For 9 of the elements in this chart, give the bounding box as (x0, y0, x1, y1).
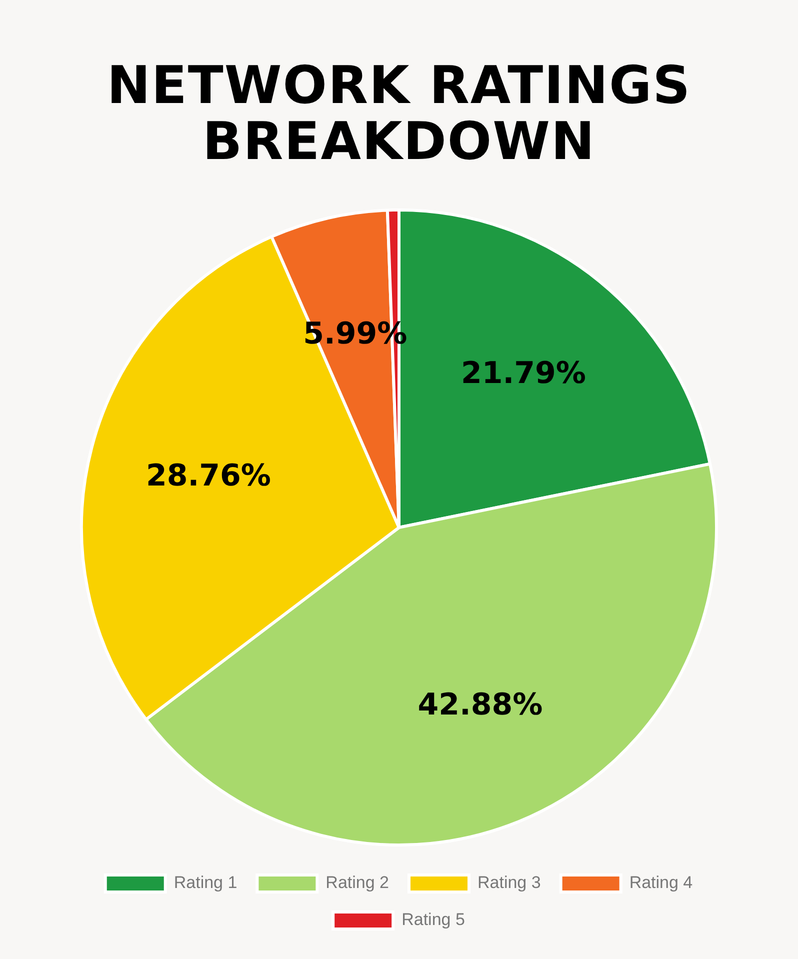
chart-title: NETWORK RATINGS BREAKDOWN (106, 56, 692, 172)
legend-label: Rating 3 (478, 873, 541, 892)
data-label: 28.76% (146, 458, 271, 494)
legend-label: Rating 2 (326, 873, 390, 892)
data-label: 42.88% (418, 688, 543, 723)
legend-label: Rating 4 (629, 873, 693, 892)
legend-label: Rating 5 (402, 910, 465, 930)
data-label: 21.79% (460, 356, 586, 391)
legend-label: Rating 1 (174, 873, 238, 892)
